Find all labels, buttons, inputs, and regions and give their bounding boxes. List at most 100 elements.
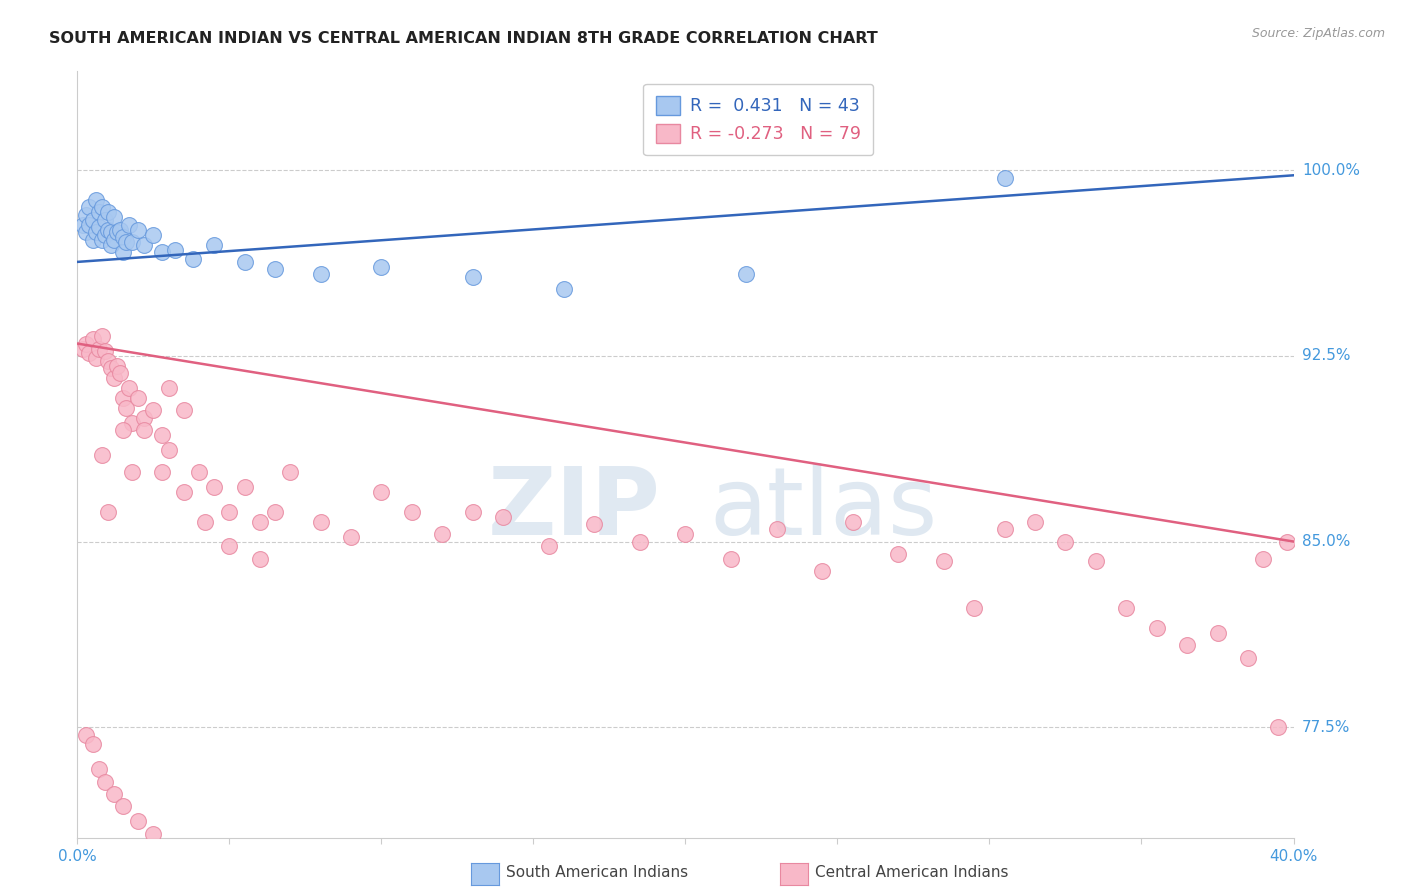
Point: [93, 774, 115, 789]
Point: [134, 410, 156, 425]
Point: [90, 233, 112, 247]
Text: Central American Indians: Central American Indians: [815, 865, 1010, 880]
Point: [75, 336, 97, 351]
Point: [152, 245, 174, 260]
Point: [932, 554, 955, 568]
Point: [82, 332, 104, 346]
Point: [249, 552, 271, 566]
Point: [105, 359, 128, 373]
Point: [111, 423, 134, 437]
Point: [90, 329, 112, 343]
Point: [100, 361, 122, 376]
Point: [142, 403, 165, 417]
Text: 100.0%: 100.0%: [1302, 163, 1360, 178]
Point: [121, 416, 143, 430]
Point: [202, 480, 225, 494]
Text: atlas: atlas: [710, 463, 938, 555]
Text: Source: ZipAtlas.com: Source: ZipAtlas.com: [1251, 27, 1385, 40]
Point: [1251, 552, 1274, 566]
Point: [157, 442, 180, 457]
Point: [82, 738, 104, 752]
Point: [309, 515, 332, 529]
Point: [1206, 626, 1229, 640]
Point: [1084, 554, 1107, 568]
Point: [100, 225, 122, 239]
Point: [75, 208, 97, 222]
Point: [82, 233, 104, 247]
Point: [1237, 650, 1260, 665]
Point: [249, 515, 271, 529]
Text: 77.5%: 77.5%: [1302, 720, 1350, 735]
Point: [157, 381, 180, 395]
Point: [72, 342, 94, 356]
Point: [82, 212, 104, 227]
Point: [173, 403, 195, 417]
Text: 92.5%: 92.5%: [1302, 349, 1350, 363]
Point: [461, 505, 484, 519]
Point: [181, 252, 204, 267]
Point: [97, 505, 120, 519]
Point: [97, 223, 120, 237]
Point: [115, 401, 138, 415]
Point: [127, 223, 149, 237]
Point: [370, 485, 392, 500]
Point: [1115, 601, 1137, 615]
Point: [142, 826, 165, 840]
Text: ZIP: ZIP: [488, 463, 661, 555]
Point: [134, 423, 156, 437]
Point: [103, 211, 125, 225]
Point: [233, 255, 256, 269]
Point: [127, 391, 149, 405]
Point: [887, 547, 910, 561]
Point: [118, 218, 141, 232]
Point: [1175, 639, 1198, 653]
Point: [87, 342, 110, 356]
Point: [84, 351, 107, 366]
Point: [97, 205, 120, 219]
Point: [90, 201, 112, 215]
Point: [841, 515, 863, 529]
Point: [115, 235, 138, 249]
Point: [811, 564, 834, 578]
Point: [111, 391, 134, 405]
Point: [553, 282, 575, 296]
Point: [173, 485, 195, 500]
Point: [264, 505, 287, 519]
Point: [340, 530, 363, 544]
Point: [84, 193, 107, 207]
Point: [370, 260, 392, 274]
Point: [97, 354, 120, 368]
Text: 85.0%: 85.0%: [1302, 534, 1350, 549]
Point: [87, 220, 110, 235]
Point: [233, 480, 256, 494]
Point: [93, 227, 115, 242]
Point: [121, 465, 143, 479]
Point: [142, 227, 165, 242]
Point: [1267, 720, 1289, 734]
Point: [1054, 534, 1077, 549]
Point: [218, 505, 240, 519]
Point: [401, 505, 423, 519]
Point: [108, 223, 131, 237]
Point: [103, 371, 125, 385]
Point: [963, 601, 986, 615]
Point: [152, 428, 174, 442]
Point: [105, 225, 128, 239]
Point: [675, 527, 697, 541]
Point: [430, 527, 453, 541]
Point: [278, 465, 301, 479]
Point: [188, 465, 211, 479]
Point: [583, 517, 606, 532]
Point: [75, 225, 97, 239]
Point: [461, 269, 484, 284]
Point: [72, 218, 94, 232]
Point: [79, 218, 101, 232]
Legend: R =  0.431   N = 43, R = -0.273   N = 79: R = 0.431 N = 43, R = -0.273 N = 79: [644, 84, 873, 155]
Point: [218, 540, 240, 554]
Point: [93, 212, 115, 227]
Point: [103, 233, 125, 247]
Text: South American Indians: South American Indians: [506, 865, 689, 880]
Point: [163, 243, 186, 257]
Text: SOUTH AMERICAN INDIAN VS CENTRAL AMERICAN INDIAN 8TH GRADE CORRELATION CHART: SOUTH AMERICAN INDIAN VS CENTRAL AMERICA…: [49, 31, 877, 46]
Point: [79, 346, 101, 360]
